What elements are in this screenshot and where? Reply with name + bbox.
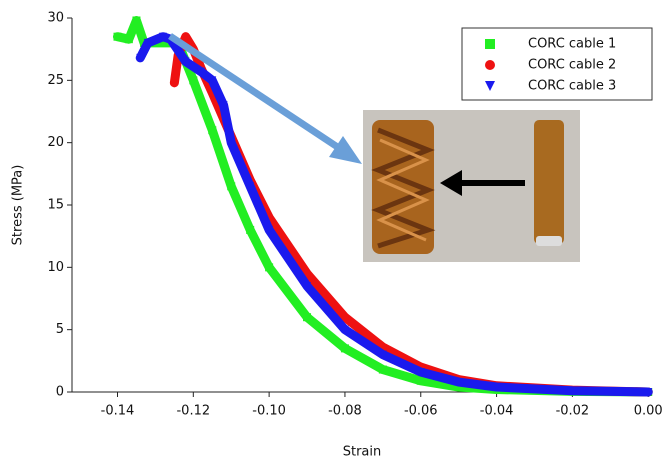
point [182,33,190,41]
point [208,126,216,134]
x-tick-label: -0.12 [176,404,210,419]
x-tick-label: -0.10 [252,404,286,419]
point [417,377,425,385]
point [170,79,178,87]
legend-marker [485,60,495,70]
legend-label: CORC cable 1 [528,37,616,52]
point [132,16,140,24]
chart: Strain Stress (MPa) -0.14 -0.12 -0.10 -0.08… [0,0,667,459]
point [341,344,349,352]
y-tick-label: 30 [47,11,64,26]
y-axis-label: Stress (MPa) [11,165,26,246]
x-tick-label: -0.08 [328,404,362,419]
point [303,313,311,321]
x-tick-label: -0.04 [480,404,514,419]
point [189,76,197,84]
x-axis-label: Strain [343,445,382,459]
y-tick-label: 15 [47,198,64,213]
x-tick-label: -0.14 [101,404,135,419]
x-tick-label: 0.00 [634,404,663,419]
point [125,35,133,43]
point [227,182,235,190]
photo-inset [363,110,580,262]
legend: CORC cable 1 CORC cable 2 CORC cable 3 [462,28,652,100]
point [113,33,121,41]
y-tick-label: 0 [56,385,64,400]
y-tick-label: 20 [47,135,64,150]
x-tick-label: -0.02 [556,404,590,419]
legend-marker [485,39,495,49]
point [379,366,387,374]
y-tick-label: 5 [56,322,64,337]
legend-label: CORC cable 2 [528,58,616,73]
legend-label: CORC cable 3 [528,79,616,94]
point [265,263,273,271]
y-tick-label: 25 [47,73,64,88]
point [246,226,254,234]
y-tick-label: 10 [47,260,64,275]
x-tick-label: -0.06 [404,404,438,419]
